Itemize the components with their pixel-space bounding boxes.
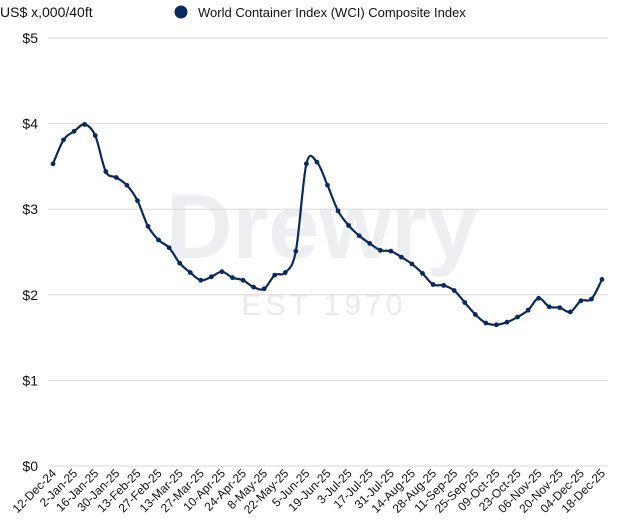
data-point bbox=[177, 260, 183, 266]
data-point bbox=[230, 275, 235, 281]
data-point bbox=[124, 182, 130, 188]
data-point bbox=[472, 312, 478, 317]
y-tick-label: $3 bbox=[22, 201, 38, 217]
data-point bbox=[187, 270, 193, 275]
data-point bbox=[293, 248, 299, 254]
series-points bbox=[50, 122, 605, 328]
data-point bbox=[71, 128, 77, 134]
data-point bbox=[103, 169, 109, 174]
data-point bbox=[504, 319, 510, 325]
data-point bbox=[388, 248, 394, 254]
data-point bbox=[483, 320, 489, 326]
data-point bbox=[166, 245, 172, 251]
data-point bbox=[599, 276, 605, 282]
data-point bbox=[156, 237, 161, 243]
legend-marker bbox=[174, 5, 188, 19]
data-point bbox=[589, 296, 594, 302]
y-tick-label: $0 bbox=[22, 458, 38, 474]
data-point bbox=[420, 271, 425, 276]
data-point bbox=[82, 122, 88, 127]
data-point bbox=[578, 298, 584, 304]
data-point bbox=[92, 133, 98, 138]
data-point bbox=[261, 286, 267, 292]
data-point bbox=[441, 282, 447, 288]
data-point bbox=[346, 223, 352, 228]
legend-entry: World Container Index (WCI) Composite In… bbox=[198, 5, 466, 20]
data-point bbox=[557, 305, 563, 311]
y-tick-label: $2 bbox=[22, 287, 38, 303]
data-point bbox=[135, 198, 140, 204]
y-axis-unit-label: US$ x,000/40ft bbox=[0, 4, 93, 20]
data-point bbox=[208, 274, 214, 280]
data-point bbox=[282, 270, 288, 275]
data-point bbox=[303, 161, 309, 167]
watermark-tagline: EST 1970 bbox=[242, 289, 407, 322]
watermark-brand: Drewry bbox=[166, 176, 478, 278]
data-point bbox=[61, 137, 66, 143]
data-point bbox=[462, 300, 468, 305]
data-point bbox=[546, 304, 552, 310]
data-point bbox=[356, 233, 362, 239]
data-point bbox=[113, 175, 119, 180]
y-axis-ticks: $0 $1 $2 $3 $4 $5 bbox=[22, 30, 38, 474]
data-point bbox=[272, 272, 278, 278]
y-tick-label: $5 bbox=[22, 30, 38, 46]
legend: World Container Index (WCI) Composite In… bbox=[174, 5, 466, 20]
data-point bbox=[399, 254, 404, 260]
data-point bbox=[525, 307, 531, 313]
data-point bbox=[335, 208, 341, 214]
data-point bbox=[515, 314, 520, 320]
data-point bbox=[494, 322, 499, 328]
data-point bbox=[367, 241, 373, 246]
data-point bbox=[240, 277, 246, 283]
x-axis-ticks: 12-Dec-242-Jan-2516-Jan-2530-Jan-2513-Fe… bbox=[10, 466, 609, 517]
data-point bbox=[50, 161, 56, 167]
data-point bbox=[314, 159, 320, 165]
data-point bbox=[325, 182, 330, 188]
data-point bbox=[451, 288, 457, 293]
data-point bbox=[567, 309, 573, 315]
data-point bbox=[198, 277, 204, 283]
watermark: Drewry EST 1970 bbox=[166, 176, 478, 322]
data-point bbox=[219, 269, 225, 275]
y-tick-label: $1 bbox=[22, 372, 38, 388]
data-point bbox=[377, 247, 383, 253]
data-point bbox=[409, 261, 415, 267]
data-point bbox=[251, 284, 256, 290]
y-tick-label: $4 bbox=[22, 116, 38, 132]
data-point bbox=[145, 223, 151, 229]
data-point bbox=[430, 282, 436, 287]
data-point bbox=[536, 295, 542, 301]
